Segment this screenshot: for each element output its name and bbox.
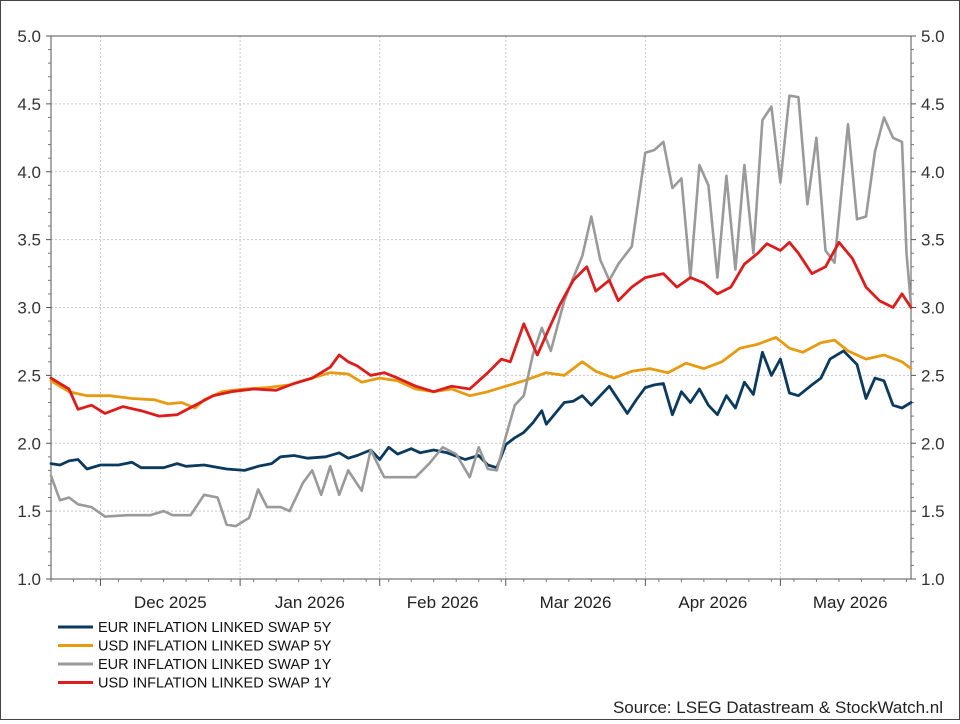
axes: 1.0 1.0 1.5 1.5 2.0 2.0 2.5 2.5 3.0 3.0 3.5 3.5 4.0 4… [17,27,944,612]
series-line-3 [49,94,913,528]
grid-lines [51,36,911,579]
series-line-1 [49,349,913,472]
legend-label: EUR INFLATION LINKED SWAP 1Y [98,657,332,673]
x-month-label: Mar 2026 [540,593,612,612]
x-month-label: Apr 2026 [678,593,747,612]
x-month-label: Dec 2025 [134,593,207,612]
y-tick-label-left: 1.5 [17,502,41,521]
y-tick-label-right: 1.0 [921,570,945,589]
y-tick-label-left: 1.0 [17,570,41,589]
y-tick-label-left: 2.0 [17,434,41,453]
x-month-label: Jan 2026 [275,593,345,612]
y-tick-label-right: 1.5 [921,502,945,521]
y-tick-label-left: 4.5 [17,95,41,114]
y-tick-label-right: 4.5 [921,95,945,114]
legend-label: EUR INFLATION LINKED SWAP 5Y [98,620,332,636]
y-tick-label-right: 2.5 [921,366,945,385]
y-tick-label-right: 4.0 [921,163,945,182]
y-tick-label-right: 3.5 [921,231,945,250]
y-tick-label-right: 2.0 [921,434,945,453]
series-line-4 [49,240,913,418]
y-tick-label-left: 3.5 [17,231,41,250]
legend-label: USD INFLATION LINKED SWAP 5Y [98,639,332,655]
legend-label: USD INFLATION LINKED SWAP 1Y [98,676,332,692]
y-tick-label-left: 2.5 [17,366,41,385]
y-tick-label-left: 3.0 [17,299,41,318]
y-tick-label-right: 5.0 [921,27,945,46]
legend: EUR INFLATION LINKED SWAP 5Y USD INFLATIO… [58,620,332,692]
y-tick-label-left: 5.0 [17,27,41,46]
x-month-label: Feb 2026 [407,593,479,612]
series-lines [49,94,913,528]
series-line-2 [49,335,913,410]
y-tick-label-left: 4.0 [17,163,41,182]
y-tick-label-right: 3.0 [921,299,945,318]
source-note: Source: LSEG Datastream & StockWatch.nl [613,698,943,717]
x-month-label: May 2026 [813,593,888,612]
